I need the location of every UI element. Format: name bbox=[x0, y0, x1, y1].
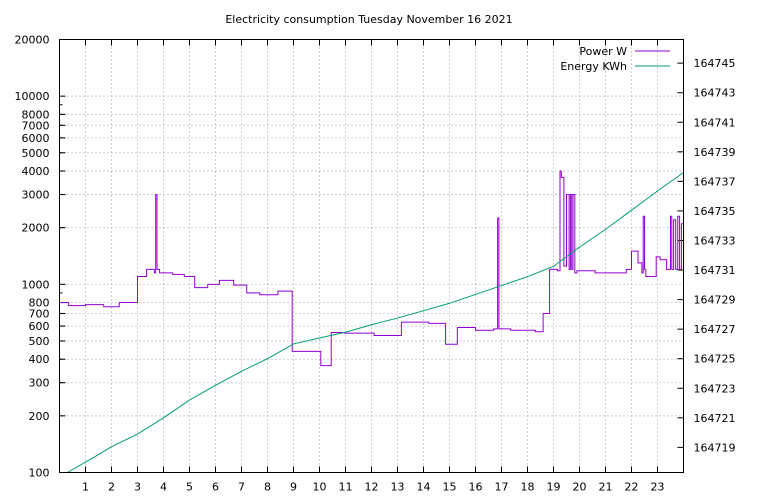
y2-tick-label: 164737 bbox=[694, 175, 736, 188]
x-tick-label: 6 bbox=[212, 481, 219, 494]
grid bbox=[59, 39, 684, 473]
y-tick-label: 2000 bbox=[22, 222, 50, 235]
y2-tick-label: 164723 bbox=[694, 382, 736, 395]
y-tick-label: 700 bbox=[29, 307, 50, 320]
y-tick-label: 400 bbox=[29, 353, 50, 366]
y2-tick-label: 164735 bbox=[694, 205, 736, 218]
x-tick-label: 20 bbox=[573, 481, 587, 494]
y-tick-label: 100 bbox=[29, 467, 50, 480]
x-tick-label: 3 bbox=[134, 481, 141, 494]
y2-tick-label: 164741 bbox=[694, 116, 736, 129]
y2-tick-label: 164733 bbox=[694, 234, 736, 247]
y2-tick-label: 164719 bbox=[694, 441, 736, 454]
x-tick-label: 18 bbox=[521, 481, 535, 494]
axes: 1 2 3 4 5 6 7 8 9 10 11 12 13 14 15 16 17 18 19 20 21 22 23100… bbox=[15, 34, 736, 494]
chart-title: Electricity consumption Tuesday November… bbox=[225, 13, 512, 26]
y-tick-label: 8000 bbox=[22, 108, 50, 121]
y2-tick-label: 164731 bbox=[694, 264, 736, 277]
x-tick-label: 10 bbox=[313, 481, 327, 494]
legend: Power W Energy KWh bbox=[560, 45, 670, 73]
y2-tick-label: 164743 bbox=[694, 87, 736, 100]
series-line-power-w bbox=[59, 170, 684, 367]
y-tick-label: 800 bbox=[29, 297, 50, 310]
y-tick-label: 3000 bbox=[22, 189, 50, 202]
y2-tick-label: 164745 bbox=[694, 57, 736, 70]
y2-tick-label: 164725 bbox=[694, 353, 736, 366]
x-tick-label: 16 bbox=[469, 481, 483, 494]
y2-tick-label: 164721 bbox=[694, 412, 736, 425]
x-tick-label: 21 bbox=[599, 481, 613, 494]
y2-tick-label: 164727 bbox=[694, 323, 736, 336]
x-tick-label: 9 bbox=[290, 481, 297, 494]
x-tick-label: 13 bbox=[391, 481, 405, 494]
x-tick-label: 5 bbox=[186, 481, 193, 494]
plot-frame bbox=[59, 39, 684, 473]
x-tick-label: 22 bbox=[625, 481, 639, 494]
x-tick-label: 17 bbox=[495, 481, 509, 494]
y-tick-label: 4000 bbox=[22, 165, 50, 178]
y-tick-label: 5000 bbox=[22, 147, 50, 160]
y2-tick-label: 164739 bbox=[694, 146, 736, 159]
legend-label: Energy KWh bbox=[560, 60, 627, 73]
y-tick-label: 200 bbox=[29, 410, 50, 423]
x-tick-label: 14 bbox=[417, 481, 431, 494]
y-tick-label: 20000 bbox=[15, 34, 50, 47]
y-tick-label: 6000 bbox=[22, 132, 50, 145]
x-tick-label: 4 bbox=[160, 481, 167, 494]
x-tick-label: 7 bbox=[238, 481, 245, 494]
x-tick-label: 11 bbox=[339, 481, 353, 494]
x-tick-label: 15 bbox=[443, 481, 457, 494]
y-tick-label: 300 bbox=[29, 377, 50, 390]
y-tick-label: 600 bbox=[29, 320, 50, 333]
series bbox=[59, 170, 684, 473]
x-tick-label: 12 bbox=[365, 481, 379, 494]
legend-label: Power W bbox=[579, 45, 627, 58]
y-tick-label: 7000 bbox=[22, 119, 50, 132]
y-tick-label: 10000 bbox=[15, 90, 50, 103]
x-tick-label: 19 bbox=[547, 481, 561, 494]
y-tick-label: 1000 bbox=[22, 278, 50, 291]
x-tick-label: 1 bbox=[82, 481, 89, 494]
y-tick-label: 500 bbox=[29, 335, 50, 348]
series-line-energy-kwh bbox=[67, 172, 684, 473]
x-tick-label: 8 bbox=[264, 481, 271, 494]
x-tick-label: 23 bbox=[651, 481, 665, 494]
y2-tick-label: 164729 bbox=[694, 294, 736, 307]
x-tick-label: 2 bbox=[108, 481, 115, 494]
